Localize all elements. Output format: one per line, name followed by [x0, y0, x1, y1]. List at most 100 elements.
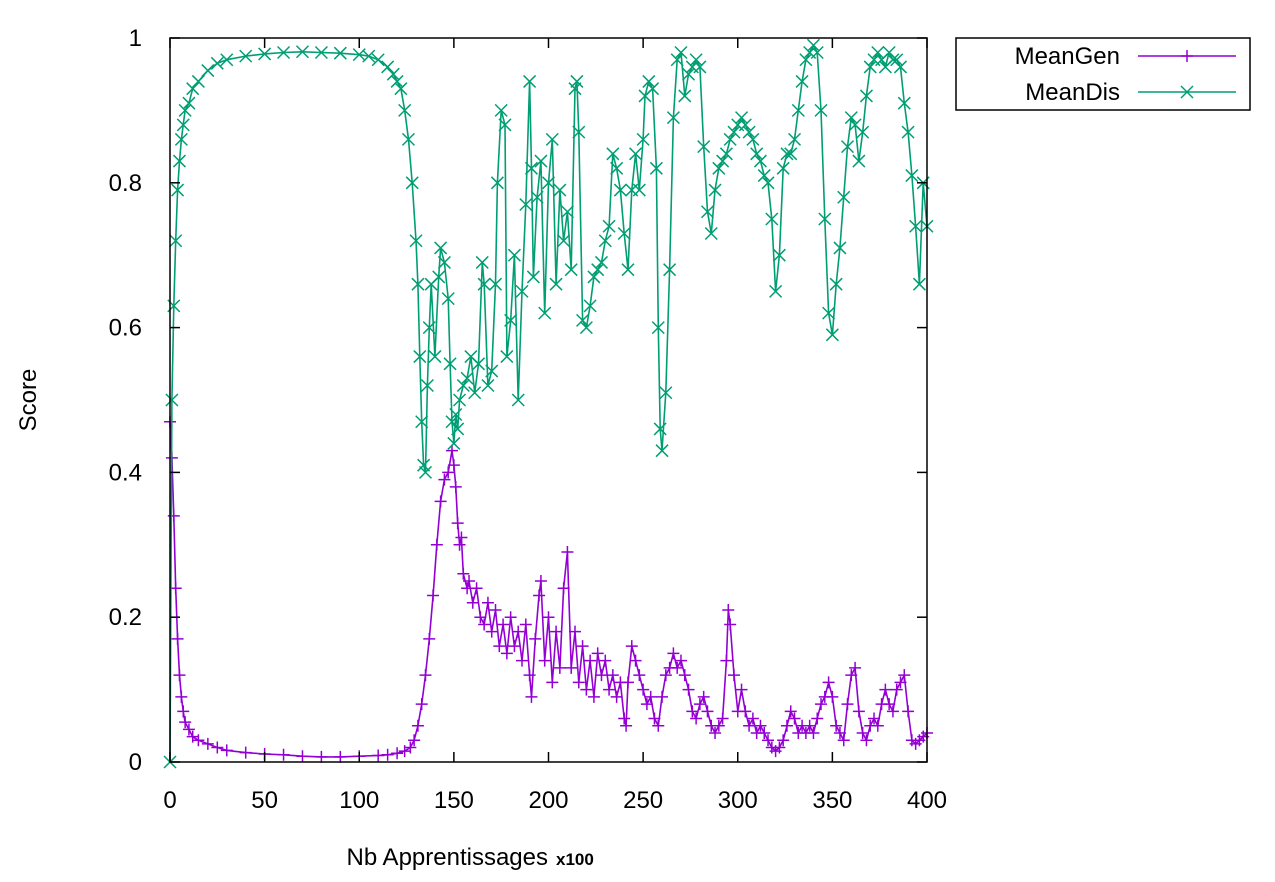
data-point-meandis	[716, 154, 730, 168]
data-point-meangen	[682, 683, 695, 696]
data-point-meandis	[526, 270, 540, 284]
data-point-meangen	[656, 690, 669, 703]
data-point-meangen	[315, 750, 328, 763]
data-point-meandis	[475, 255, 489, 269]
data-point-meandis	[594, 255, 609, 269]
data-point-meandis	[579, 321, 593, 335]
data-point-meandis	[409, 234, 423, 248]
data-point-meandis	[859, 89, 873, 103]
data-point-meandis	[277, 45, 291, 60]
data-point-meangen	[860, 734, 873, 747]
data-point-meangen	[890, 683, 903, 696]
x-axis-label-suffix: x100	[556, 850, 594, 869]
x-tick-label: 200	[528, 787, 568, 814]
data-point-meangen	[572, 676, 585, 689]
y-tick-label: 0	[129, 749, 142, 776]
data-point-meandis	[477, 277, 491, 291]
data-point-meangen	[192, 734, 205, 747]
data-point-meandis	[837, 190, 851, 204]
data-point-meangen	[534, 575, 547, 587]
data-point-meandis	[434, 241, 448, 255]
data-point-meandis	[381, 60, 395, 74]
data-point-meandis	[632, 183, 646, 197]
data-point-meangen	[584, 654, 597, 667]
x-tick-label: 0	[163, 787, 176, 814]
data-point-meangen	[587, 690, 600, 703]
data-point-meangen	[546, 676, 559, 689]
data-point-meangen	[671, 661, 684, 674]
series-layer	[163, 38, 934, 769]
data-point-meandis	[678, 89, 692, 103]
series-meangen	[164, 415, 933, 763]
data-point-meangen	[762, 734, 775, 747]
data-point-meandis	[411, 277, 425, 291]
x-axis: 0 50 100 150 200 250 300 350 400	[163, 38, 947, 814]
data-point-meangen	[561, 546, 574, 559]
data-point-meangen	[516, 654, 529, 667]
data-point-meangen	[576, 640, 589, 653]
data-point-meandis	[700, 205, 715, 219]
data-point-meandis	[519, 197, 533, 212]
data-point-meandis	[428, 350, 442, 364]
data-point-meandis	[570, 74, 584, 88]
data-point-meangen	[902, 705, 915, 718]
data-point-meangen	[852, 705, 865, 718]
data-point-meangen	[841, 698, 854, 711]
data-point-meangen	[591, 647, 604, 660]
data-point-meangen	[845, 669, 858, 682]
data-point-meangen	[837, 734, 850, 747]
data-point-meangen	[720, 654, 733, 667]
data-point-meandis	[897, 96, 911, 110]
data-point-meandis	[806, 38, 820, 52]
data-point-meangen	[883, 698, 896, 711]
data-point-meandis	[420, 378, 434, 393]
data-point-meandis	[825, 328, 839, 342]
data-point-meangen	[211, 741, 224, 754]
data-point-meandis	[909, 219, 923, 233]
data-point-meandis	[901, 125, 915, 139]
data-point-meangen	[542, 611, 555, 624]
data-point-meandis	[621, 263, 635, 277]
data-point-meangen	[478, 618, 491, 631]
data-point-meangen	[625, 640, 638, 653]
data-point-meangen	[830, 719, 843, 732]
data-point-meangen	[716, 712, 729, 725]
data-point-meangen	[239, 746, 252, 759]
data-point-meangen	[411, 719, 424, 732]
data-point-meangen	[667, 647, 680, 660]
data-point-meangen	[179, 716, 192, 729]
data-point-meandis	[432, 270, 446, 284]
data-point-meangen	[538, 654, 551, 667]
data-point-meandis	[178, 103, 192, 117]
data-point-meandis	[646, 82, 660, 96]
data-point-meangen	[886, 705, 899, 718]
x-axis-label: Nb Apprentissages	[347, 844, 548, 871]
data-point-meandis	[453, 393, 467, 407]
data-point-meandis	[636, 132, 650, 146]
y-tick-label: 0.8	[109, 170, 142, 197]
data-point-meangen	[727, 669, 740, 682]
data-point-meandis	[587, 270, 601, 284]
data-point-meandis	[490, 176, 504, 190]
data-point-meangen	[815, 698, 828, 711]
data-point-meandis	[174, 132, 188, 146]
data-point-meangen	[758, 727, 771, 740]
legend-marker-meangen	[1181, 50, 1193, 62]
data-point-meangen	[743, 719, 756, 732]
data-point-meandis	[405, 176, 419, 190]
x-tick-label: 50	[251, 787, 278, 814]
data-point-meandis	[682, 67, 696, 81]
data-point-meangen	[277, 748, 290, 761]
data-point-meangen	[466, 596, 479, 609]
data-point-meandis	[468, 386, 482, 400]
data-point-meandis	[810, 45, 824, 60]
data-point-meangen	[453, 538, 466, 551]
data-point-meangen	[497, 618, 510, 631]
data-point-meandis	[333, 46, 347, 60]
data-point-meandis	[210, 56, 224, 70]
data-point-meangen	[445, 444, 458, 457]
data-point-meangen	[220, 744, 233, 757]
data-point-meangen	[550, 625, 563, 638]
data-point-meandis	[613, 183, 627, 197]
